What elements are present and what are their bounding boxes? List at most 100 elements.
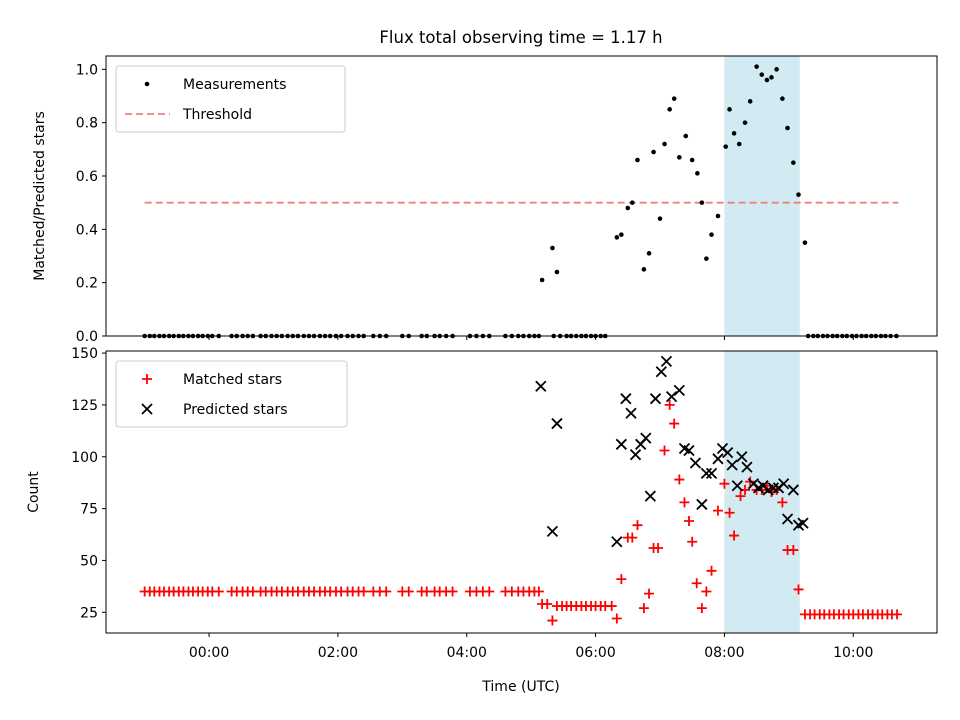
matched-star-point — [735, 491, 746, 502]
measurement-point — [683, 133, 689, 139]
measurement-point — [704, 256, 709, 261]
measurement-point — [802, 240, 808, 245]
legend-box — [115, 65, 346, 133]
y-tick-label: 1.0 — [76, 62, 98, 78]
predicted-star-point — [625, 407, 637, 419]
predicted-star-point — [535, 380, 547, 392]
measurement-point — [747, 99, 753, 104]
matched-star-point — [403, 586, 414, 597]
matched-star-point — [669, 418, 680, 429]
x-tick-label: 02:00 — [318, 645, 358, 661]
y-tick-label: 0.8 — [76, 116, 98, 132]
measurement-point — [715, 213, 721, 219]
axes-frame — [105, 55, 938, 337]
predicted-star-point — [644, 490, 656, 502]
highlight-span — [724, 56, 800, 336]
measurement-point — [614, 235, 620, 240]
matched-star-point — [724, 507, 735, 518]
x-tick-label: 06:00 — [575, 645, 615, 661]
matched-star-point — [542, 598, 553, 609]
matched-star-point — [788, 545, 799, 556]
legend-marker-dot — [144, 81, 150, 87]
measurement-point — [677, 155, 682, 160]
x-tick-label: 10:00 — [833, 645, 873, 661]
predicted-star-point — [665, 390, 678, 403]
measurement-point — [742, 120, 748, 125]
legend-label: Measurements — [183, 77, 286, 93]
measurement-point — [774, 67, 779, 72]
legend-marker-x — [141, 403, 153, 415]
matched-star-point — [679, 497, 690, 508]
predicted-star-point — [787, 484, 799, 496]
matched-star-point — [793, 584, 804, 595]
y-tick-label: 0.4 — [76, 222, 98, 238]
predicted-star-point — [781, 513, 794, 525]
measurement-point — [780, 96, 785, 101]
y-tick-label: 150 — [71, 346, 98, 362]
matched-star-point — [777, 497, 788, 508]
measurement-point — [791, 160, 796, 165]
predicted-star-point — [660, 355, 673, 368]
matched-star-point — [533, 586, 544, 597]
predicted-star-point — [726, 459, 738, 471]
matched-star-point — [683, 516, 694, 527]
y-axis-label: Matched/Predicted stars — [32, 111, 48, 281]
legend-box — [115, 360, 348, 428]
matched-star-point — [484, 586, 495, 597]
legend-marker-plus — [142, 374, 152, 384]
predicted-star-point — [767, 482, 780, 494]
predicted-star-point — [615, 438, 627, 450]
measurement-point — [723, 144, 729, 149]
matched-star-point — [712, 505, 723, 516]
predicted-star-point — [649, 393, 662, 405]
matched-star-point — [659, 445, 670, 456]
matched-star-point — [616, 574, 627, 585]
measurement-point — [550, 245, 555, 251]
measurement-point — [754, 64, 759, 69]
predicted-star-point — [696, 498, 708, 511]
predicted-star-point — [705, 467, 718, 479]
matched-star-point — [638, 603, 649, 614]
x-tick-label: 08:00 — [704, 645, 744, 661]
predicted-star-point — [673, 384, 685, 397]
measurement-point — [695, 171, 700, 176]
predicted-star-point — [712, 453, 724, 465]
measurement-point — [769, 75, 774, 80]
x-axis-label: Time (UTC) — [481, 679, 559, 695]
matched-star-point — [213, 586, 224, 597]
predicted-star-point — [731, 480, 743, 492]
matched-star-point — [358, 586, 369, 597]
y-tick-label: 0.2 — [76, 276, 98, 292]
matched-star-point — [674, 474, 685, 485]
predicted-star-point — [689, 457, 702, 469]
matched-star-point — [696, 603, 707, 614]
predicted-star-point — [778, 478, 790, 490]
matched-star-point — [892, 609, 903, 620]
measurement-point — [764, 77, 770, 83]
measurement-point — [689, 157, 695, 163]
predicted-star-point — [736, 451, 748, 463]
y-tick-label: 75 — [80, 502, 98, 518]
predicted-star-point — [620, 393, 632, 405]
y-tick-label: 50 — [80, 553, 98, 569]
measurement-point — [625, 205, 631, 211]
measurement-point — [796, 192, 801, 197]
predicted-star-point — [722, 446, 734, 459]
axes-frame — [105, 350, 938, 634]
matched-star-point — [632, 520, 643, 531]
matched-star-point — [611, 613, 622, 624]
measurement-point — [699, 200, 705, 205]
measurement-point — [731, 131, 737, 136]
x-tick-label: 00:00 — [189, 645, 229, 661]
measurement-point — [657, 216, 663, 221]
matched-star-point — [644, 588, 655, 599]
measurement-point — [539, 277, 545, 283]
measurement-point — [619, 232, 624, 237]
y-tick-label: 0.6 — [76, 169, 98, 185]
y-tick-label: 125 — [71, 398, 98, 414]
matched-star-point — [664, 399, 675, 410]
measurement-point — [736, 141, 742, 147]
matched-star-point — [547, 615, 558, 626]
matched-star-point — [687, 536, 698, 547]
